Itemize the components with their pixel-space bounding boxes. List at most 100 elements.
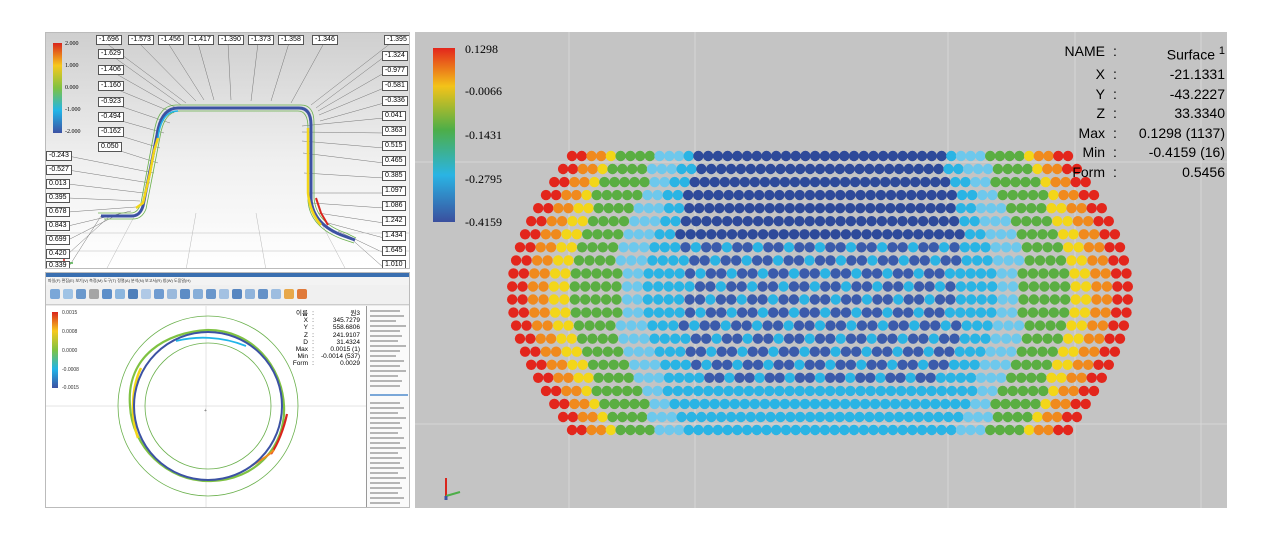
measurement-point[interactable] <box>613 203 624 214</box>
measurement-point[interactable] <box>582 346 593 357</box>
measurement-point[interactable] <box>936 424 947 436</box>
measurement-point[interactable] <box>845 203 856 214</box>
measurement-point[interactable] <box>1007 268 1018 279</box>
measurement-point[interactable] <box>940 176 951 188</box>
measurement-point[interactable] <box>814 411 826 423</box>
measurement-point[interactable] <box>946 385 958 397</box>
tree-item[interactable] <box>370 412 398 414</box>
measurement-point[interactable] <box>992 411 1004 423</box>
measurement-point[interactable] <box>550 385 562 397</box>
measurement-point[interactable] <box>966 281 977 292</box>
measurement-point[interactable] <box>996 372 1007 383</box>
measurement-point[interactable] <box>902 346 914 357</box>
measurement-point[interactable] <box>753 189 765 201</box>
measurement-point[interactable] <box>923 163 934 175</box>
measurement-point[interactable] <box>1112 281 1123 292</box>
measurement-point[interactable] <box>933 346 945 357</box>
measurement-point[interactable] <box>634 150 646 162</box>
measurement-point[interactable] <box>1006 203 1017 214</box>
measurement-point[interactable] <box>679 398 690 410</box>
measurement-point[interactable] <box>660 359 671 370</box>
measurement-point[interactable] <box>903 411 915 423</box>
measurement-point[interactable] <box>632 189 643 201</box>
measurement-point[interactable] <box>1042 411 1053 423</box>
measurement-point[interactable] <box>925 372 936 383</box>
measurement-point[interactable] <box>1101 281 1113 292</box>
toolbar-icon[interactable] <box>206 289 216 299</box>
measurement-point[interactable] <box>1045 255 1056 266</box>
tree-item[interactable] <box>370 402 400 404</box>
measurement-point[interactable] <box>1062 424 1074 436</box>
measurement-point[interactable] <box>605 255 616 266</box>
measurement-point[interactable] <box>1056 203 1067 214</box>
measurement-point[interactable] <box>749 398 760 410</box>
measurement-point[interactable] <box>946 424 957 436</box>
measurement-point[interactable] <box>887 333 898 344</box>
measurement-point[interactable] <box>615 320 627 331</box>
tree-item[interactable] <box>370 427 402 429</box>
toolbar-icon[interactable] <box>258 289 268 299</box>
measurement-point[interactable] <box>799 229 810 240</box>
measurement-point[interactable] <box>819 398 831 410</box>
measurement-point[interactable] <box>597 163 608 175</box>
measurement-point[interactable] <box>1004 424 1015 436</box>
measurement-point[interactable] <box>690 333 702 344</box>
measurement-point[interactable] <box>1069 307 1080 318</box>
measurement-point[interactable] <box>955 372 967 383</box>
measurement-point[interactable] <box>664 268 675 279</box>
measurement-point[interactable] <box>583 372 594 383</box>
measurement-point[interactable] <box>820 307 831 318</box>
measurement-point[interactable] <box>1042 333 1053 344</box>
measurement-point[interactable] <box>608 216 619 227</box>
measurement-point[interactable] <box>784 372 795 383</box>
measurement-point[interactable] <box>1090 268 1101 279</box>
measurement-point[interactable] <box>646 411 658 423</box>
measurement-point[interactable] <box>882 307 893 318</box>
measurement-point[interactable] <box>508 307 519 318</box>
measurement-point[interactable] <box>1078 229 1090 240</box>
measurement-point[interactable] <box>745 411 756 423</box>
measurement-point[interactable] <box>804 216 815 227</box>
measurement-point[interactable] <box>1073 333 1084 344</box>
measurement-point[interactable] <box>743 385 755 397</box>
measurement-point[interactable] <box>864 163 875 175</box>
measurement-point[interactable] <box>773 242 784 253</box>
measurement-point[interactable] <box>723 189 734 201</box>
measurement-point[interactable] <box>778 229 789 240</box>
measurement-point[interactable] <box>882 229 893 240</box>
measurement-point[interactable] <box>940 255 951 266</box>
measurement-point[interactable] <box>563 320 574 331</box>
measurement-point[interactable] <box>556 216 568 227</box>
measurement-point[interactable] <box>840 281 852 292</box>
measurement-point[interactable] <box>725 163 737 175</box>
measurement-point[interactable] <box>918 242 929 253</box>
measurement-point[interactable] <box>590 294 601 305</box>
measurement-point[interactable] <box>814 359 826 370</box>
measurement-point[interactable] <box>559 281 570 292</box>
measurement-point[interactable] <box>597 411 608 423</box>
measurement-point[interactable] <box>976 294 987 305</box>
measurement-point[interactable] <box>854 163 865 175</box>
measurement-point[interactable] <box>664 346 676 357</box>
measurement-point[interactable] <box>809 424 821 436</box>
measurement-point[interactable] <box>571 385 582 397</box>
measurement-point[interactable] <box>948 216 960 227</box>
measurement-point[interactable] <box>1011 333 1022 344</box>
measurement-point[interactable] <box>917 216 929 227</box>
measurement-point[interactable] <box>629 398 640 410</box>
measurement-point[interactable] <box>844 163 855 175</box>
measurement-point[interactable] <box>733 189 744 201</box>
measurement-point[interactable] <box>876 242 888 253</box>
measurement-point[interactable] <box>1024 255 1035 266</box>
measurement-point[interactable] <box>561 385 572 397</box>
measurement-point[interactable] <box>693 385 704 397</box>
tree-item[interactable] <box>370 497 404 499</box>
measurement-point[interactable] <box>617 163 628 175</box>
measurement-point[interactable] <box>830 307 841 318</box>
measurement-point[interactable] <box>1017 189 1029 201</box>
measurement-point[interactable] <box>876 216 888 227</box>
measurement-point[interactable] <box>835 333 846 344</box>
measurement-point[interactable] <box>684 307 696 318</box>
measurement-point[interactable] <box>722 424 733 436</box>
measurement-point[interactable] <box>875 385 887 397</box>
